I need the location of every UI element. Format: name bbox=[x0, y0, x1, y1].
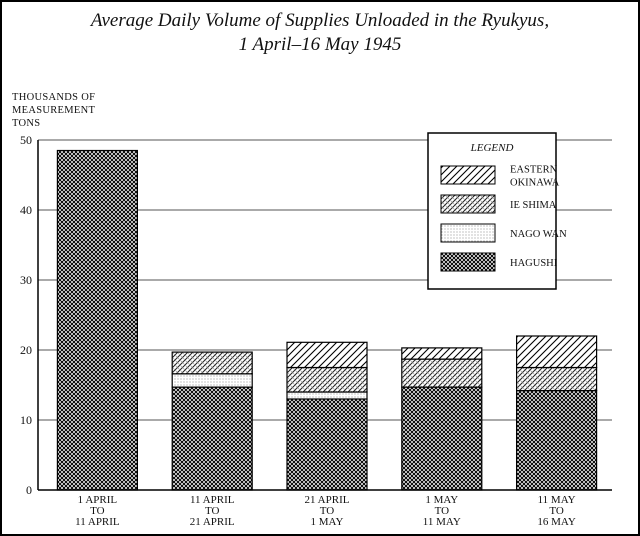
x-tick-label: 21 APRIL bbox=[305, 494, 350, 506]
bar-segment bbox=[401, 386, 483, 491]
y-tick-label: 20 bbox=[20, 343, 32, 357]
x-tick-label: TO bbox=[205, 505, 220, 517]
x-tick-label: 16 MAY bbox=[537, 516, 575, 528]
x-tick-label: TO bbox=[549, 505, 564, 517]
y-axis-label-line: MEASUREMENT bbox=[12, 105, 96, 116]
x-tick-label: 1 MAY bbox=[311, 516, 344, 528]
legend-label: EASTERN bbox=[510, 165, 558, 176]
y-tick-label: 0 bbox=[26, 483, 32, 497]
x-tick-label: 11 MAY bbox=[538, 494, 576, 506]
bar-segment bbox=[286, 391, 368, 400]
y-axis-label-line: TONS bbox=[12, 118, 41, 129]
legend-swatch bbox=[440, 165, 496, 185]
y-tick-label: 40 bbox=[20, 203, 32, 217]
x-tick-label: 11 APRIL bbox=[75, 516, 120, 528]
y-tick-label: 10 bbox=[20, 413, 32, 427]
bar-segment bbox=[401, 347, 483, 360]
y-tick-label: 30 bbox=[20, 273, 32, 287]
x-tick-label: TO bbox=[320, 505, 335, 517]
bar-segment bbox=[171, 351, 253, 375]
legend-swatch bbox=[440, 252, 496, 272]
x-tick-label: 1 APRIL bbox=[78, 494, 118, 506]
y-axis-label-line: THOUSANDS OF bbox=[12, 92, 96, 103]
bar-segment bbox=[286, 366, 368, 393]
y-axis-label: THOUSANDS OF MEASUREMENT TONS bbox=[12, 91, 142, 130]
x-tick-label: 21 APRIL bbox=[190, 516, 235, 528]
legend-swatch bbox=[440, 223, 496, 243]
bar-segment bbox=[515, 335, 598, 369]
legend-label: HAGUSHI bbox=[510, 258, 558, 269]
x-tick-label: TO bbox=[435, 505, 450, 517]
bar-segment bbox=[171, 386, 253, 491]
bar-segment bbox=[515, 366, 598, 392]
bar-segment bbox=[401, 358, 483, 388]
legend: LEGEND EASTERN OKINAWA IE SHIMA NAGO WAN HAGU… bbox=[427, 132, 567, 290]
bar-segment bbox=[515, 390, 598, 491]
legend-swatch bbox=[440, 194, 496, 214]
bar-segment bbox=[56, 149, 139, 491]
bars bbox=[56, 149, 598, 491]
x-tick-label: 1 MAY bbox=[425, 494, 458, 506]
x-tick-label: 11 MAY bbox=[423, 516, 461, 528]
x-tick-label: TO bbox=[90, 505, 105, 517]
legend-label: OKINAWA bbox=[510, 178, 560, 189]
bar-segment bbox=[171, 373, 253, 388]
legend-title: LEGEND bbox=[470, 142, 514, 154]
chart-title: Average Daily Volume of Supplies Unloade… bbox=[90, 10, 550, 31]
y-tick-label: 50 bbox=[20, 133, 32, 147]
legend-label: IE SHIMA bbox=[510, 200, 557, 211]
legend-label: NAGO WAN bbox=[510, 229, 567, 240]
bar-segment bbox=[286, 341, 368, 369]
chart-subtitle: 1 April–16 May 1945 bbox=[238, 34, 402, 55]
x-tick-label: 11 APRIL bbox=[190, 494, 235, 506]
bar-segment bbox=[286, 398, 368, 491]
